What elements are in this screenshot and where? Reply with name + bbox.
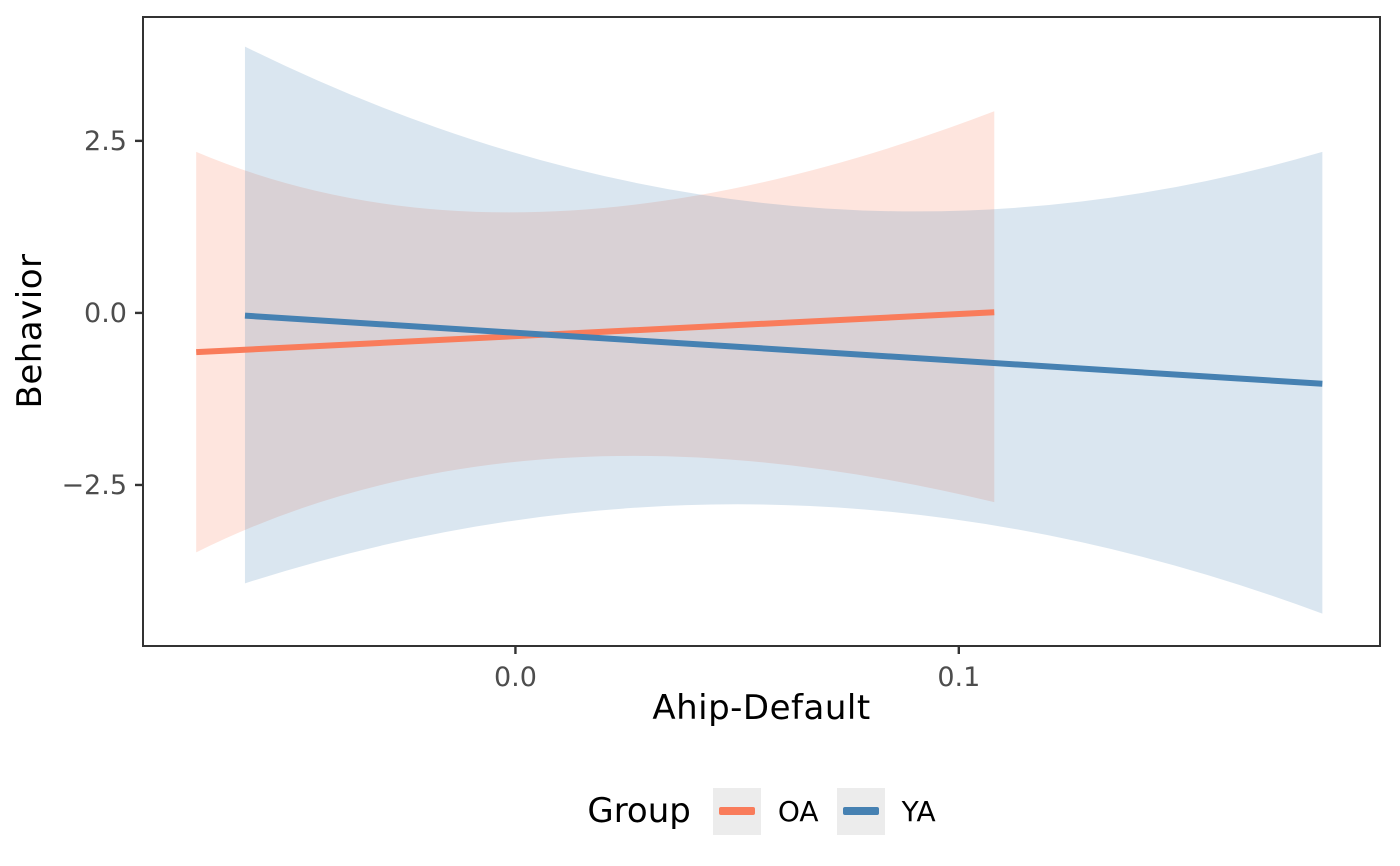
x-axis-title: Ahip-Default bbox=[652, 688, 871, 728]
line-oa bbox=[196, 309, 995, 356]
y-axis-title: Behavior bbox=[10, 253, 50, 409]
ya-line-swatch bbox=[842, 807, 879, 815]
legend-label-ya: YA bbox=[901, 794, 936, 828]
x-tick-label: 0.1 bbox=[937, 662, 980, 693]
y-tick-label: 2.5 bbox=[84, 126, 127, 157]
oa-line-swatch bbox=[718, 807, 755, 815]
legend: Group OA YA bbox=[143, 781, 1380, 841]
legend-key-ya bbox=[836, 787, 885, 835]
legend-item-ya: YA bbox=[836, 787, 936, 835]
legend-label-oa: OA bbox=[777, 794, 819, 828]
y-tick-label: −2.5 bbox=[61, 470, 127, 501]
ribbon-ya bbox=[244, 46, 1323, 614]
x-tick-label: 0.0 bbox=[494, 662, 537, 693]
plot-panel: 0.0 0.1 −2.5 0.0 2.5 bbox=[61, 16, 1381, 693]
line-ya bbox=[244, 312, 1323, 387]
legend-title: Group bbox=[587, 791, 691, 831]
legend-key-oa bbox=[712, 787, 761, 835]
panel-border bbox=[142, 16, 1381, 647]
legend-item-oa: OA bbox=[712, 787, 819, 835]
y-tick-label: 0.0 bbox=[84, 298, 127, 329]
